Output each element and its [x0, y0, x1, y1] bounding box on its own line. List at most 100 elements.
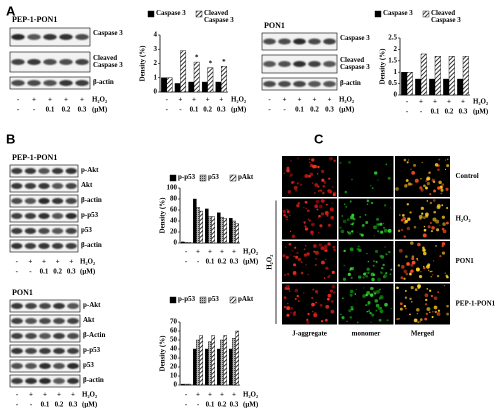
cell-signal — [343, 249, 346, 253]
cell-signal — [428, 171, 431, 175]
y-tick-label: 0.5 — [388, 79, 397, 87]
bar — [220, 66, 227, 93]
blot-band — [293, 38, 306, 45]
cell-signal — [363, 272, 366, 276]
treatment-value: 0.1 — [41, 401, 50, 409]
cell-signal — [379, 288, 381, 291]
cell-signal — [374, 249, 379, 254]
y-tick-label: 20 — [170, 363, 178, 371]
cell-signal — [422, 216, 426, 220]
cell-signal — [311, 222, 315, 227]
cell-signal — [324, 210, 329, 215]
blot-band — [39, 318, 51, 324]
treatment-value: + — [232, 391, 236, 399]
legend-label-box: p53 — [208, 296, 219, 303]
cell-signal — [437, 186, 441, 190]
cell-signal — [409, 211, 412, 214]
cell-signal — [323, 181, 327, 184]
cell-signal — [358, 248, 362, 252]
blot-band — [39, 363, 51, 369]
cell-signal — [405, 179, 409, 182]
cell-signal — [359, 216, 362, 219]
blot-band — [24, 183, 37, 189]
cell-signal — [292, 312, 297, 317]
treatment-label: (μM) — [243, 401, 259, 409]
blot-band — [25, 303, 37, 309]
cell-signal — [329, 207, 334, 212]
cell-signal — [288, 242, 292, 246]
cell-signal — [371, 287, 374, 290]
cell-signal — [442, 229, 447, 234]
blot-band — [11, 80, 25, 86]
cell-signal — [350, 223, 352, 225]
cell-signal — [307, 273, 310, 276]
y-tick-label: 70 — [170, 318, 178, 326]
blot-band — [67, 348, 79, 354]
cell-signal — [297, 257, 302, 262]
blot-band — [308, 81, 321, 87]
cell-signal — [342, 277, 347, 281]
treatment-value: 0.3 — [78, 106, 87, 114]
cell-signal — [282, 253, 286, 258]
cell-signal — [425, 180, 427, 182]
legend-label: p53 — [208, 174, 219, 181]
panel-label: B — [6, 131, 15, 146]
blot-row-label: p53 — [81, 227, 92, 234]
cell-signal — [368, 309, 371, 311]
cell-signal — [331, 186, 334, 189]
bar — [207, 67, 214, 93]
cell-signal — [283, 296, 287, 300]
cell-signal — [317, 217, 320, 219]
cell-signal — [359, 232, 362, 236]
legend-swatch — [169, 174, 177, 182]
column-label: J-aggregate — [292, 330, 327, 338]
cell-signal — [296, 294, 299, 298]
legend-label: pAkt — [238, 174, 254, 181]
cell-signal — [287, 306, 290, 308]
blot-band — [67, 318, 79, 324]
cell-signal — [387, 228, 392, 233]
bar — [215, 81, 222, 93]
cell-signal — [366, 203, 369, 205]
blot-row-label-box: p53 — [83, 362, 94, 369]
cell-signal — [382, 263, 385, 267]
blot-band — [25, 363, 37, 369]
bar — [228, 218, 233, 244]
blot-band — [11, 198, 23, 204]
cell-signal — [365, 304, 368, 307]
blot-band — [75, 80, 89, 86]
treatment-value: - — [16, 268, 19, 276]
cell-signal — [441, 251, 446, 255]
cell-signal — [375, 260, 378, 263]
cell-signal — [426, 307, 431, 311]
cell-signal — [390, 268, 393, 271]
cell-signal — [346, 231, 349, 233]
cell-signal — [331, 270, 335, 274]
treatment-value: + — [69, 258, 73, 266]
legend-swatch — [169, 296, 177, 304]
cell-signal — [286, 313, 290, 317]
cell-signal — [404, 296, 408, 299]
cell-signal — [433, 210, 437, 214]
cell-signal — [386, 319, 389, 322]
treatment-value: - — [17, 96, 20, 104]
bar — [223, 218, 228, 244]
row-label: H₂O₂ — [456, 215, 471, 223]
blot-band — [43, 80, 57, 86]
treatment-value: - — [420, 108, 423, 116]
treatment-label: (μM) — [80, 268, 96, 276]
cell-signal — [333, 159, 336, 162]
treatment-value: - — [29, 268, 32, 276]
legend-label-box: p-p53 — [178, 174, 195, 181]
blot-band — [293, 61, 306, 67]
blot-row-label-box: Akt — [83, 317, 94, 324]
cell-signal — [349, 247, 354, 252]
panel-label: C — [314, 131, 324, 146]
blot-row-label-box: β-actin — [93, 79, 114, 86]
cell-signal — [329, 294, 332, 297]
cell-signal — [437, 168, 440, 172]
blot-band — [43, 59, 57, 65]
cell-signal — [306, 252, 310, 256]
cell-signal — [346, 320, 348, 322]
cell-signal — [418, 214, 423, 219]
